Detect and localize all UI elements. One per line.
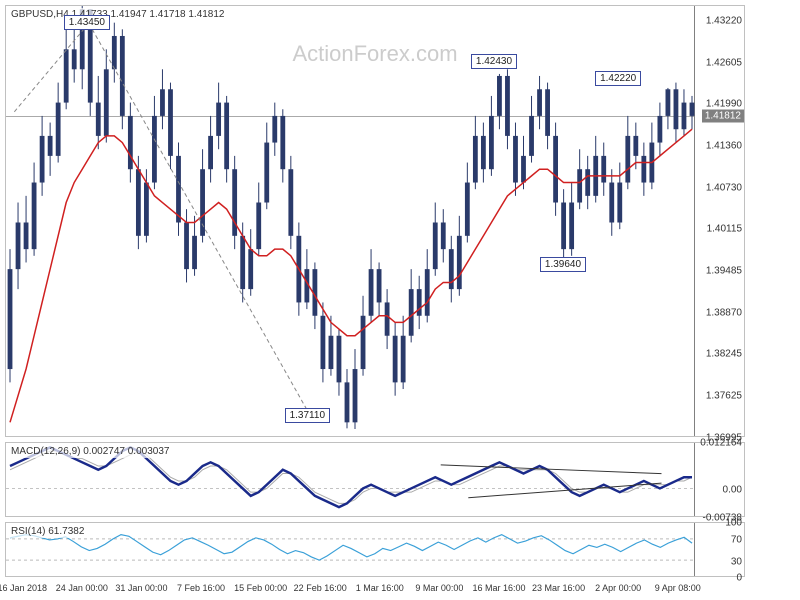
price-marker-label: 1.42430 — [471, 54, 517, 69]
macd-chart: MACD(12,26,9) 0.002747 0.003037 0.012164… — [5, 442, 745, 517]
y-tick: 1.43220 — [706, 16, 742, 27]
y-tick: 0 — [736, 573, 742, 584]
x-tick: 2 Apr 00:00 — [595, 583, 641, 593]
x-tick: 23 Mar 16:00 — [532, 583, 585, 593]
price-y-axis: 1.43220 1.42605 1.41990 1.41360 1.40730 1.401… — [694, 6, 744, 436]
rsi-plot — [6, 523, 696, 576]
y-tick: 1.41990 — [706, 98, 742, 109]
x-tick: 22 Feb 16:00 — [294, 583, 347, 593]
rsi-chart: RSI(14) 61.7382 10070300 — [5, 522, 745, 577]
y-tick: 0.00 — [723, 484, 742, 495]
x-axis: 16 Jan 201824 Jan 00:0031 Jan 00:007 Feb… — [5, 583, 745, 598]
y-tick: 70 — [731, 534, 742, 545]
x-tick: 24 Jan 00:00 — [56, 583, 108, 593]
rsi-y-axis: 10070300 — [694, 523, 744, 576]
y-tick: 1.40115 — [707, 224, 742, 235]
y-tick: 1.38245 — [706, 349, 742, 360]
rsi-title: RSI(14) 61.7382 — [9, 525, 86, 538]
y-tick: 1.40730 — [706, 183, 742, 194]
x-tick: 7 Feb 16:00 — [177, 583, 225, 593]
price-overlay — [6, 6, 696, 436]
x-tick: 16 Jan 2018 — [0, 583, 47, 593]
x-tick: 15 Feb 00:00 — [234, 583, 287, 593]
x-tick: 16 Mar 16:00 — [472, 583, 525, 593]
price-marker-label: 1.39640 — [540, 257, 586, 272]
y-tick: 30 — [731, 556, 742, 567]
price-marker-label: 1.43450 — [64, 15, 110, 30]
x-tick: 9 Apr 08:00 — [655, 583, 701, 593]
y-tick: 1.39485 — [706, 266, 742, 277]
y-tick: 0.012164 — [700, 438, 742, 449]
y-tick: 100 — [725, 518, 742, 529]
macd-title: MACD(12,26,9) 0.002747 0.003037 — [9, 445, 171, 458]
current-price-tag: 1.41812 — [702, 109, 744, 122]
y-tick: 1.37625 — [706, 390, 742, 401]
x-tick: 1 Mar 16:00 — [356, 583, 404, 593]
y-tick: 1.41360 — [706, 140, 742, 151]
price-chart: GBPUSD,H4 1.41733 1.41947 1.41718 1.4181… — [5, 5, 745, 437]
price-marker-label: 1.37110 — [285, 408, 330, 423]
x-tick: 31 Jan 00:00 — [115, 583, 167, 593]
y-tick: 1.38870 — [706, 307, 742, 318]
macd-y-axis: 0.0121640.00-0.00738 — [694, 443, 744, 516]
x-tick: 9 Mar 00:00 — [415, 583, 463, 593]
y-tick: 1.42605 — [706, 57, 742, 68]
price-marker-label: 1.42220 — [595, 71, 641, 86]
price-chart-title: GBPUSD,H4 1.41733 1.41947 1.41718 1.4181… — [9, 8, 227, 21]
